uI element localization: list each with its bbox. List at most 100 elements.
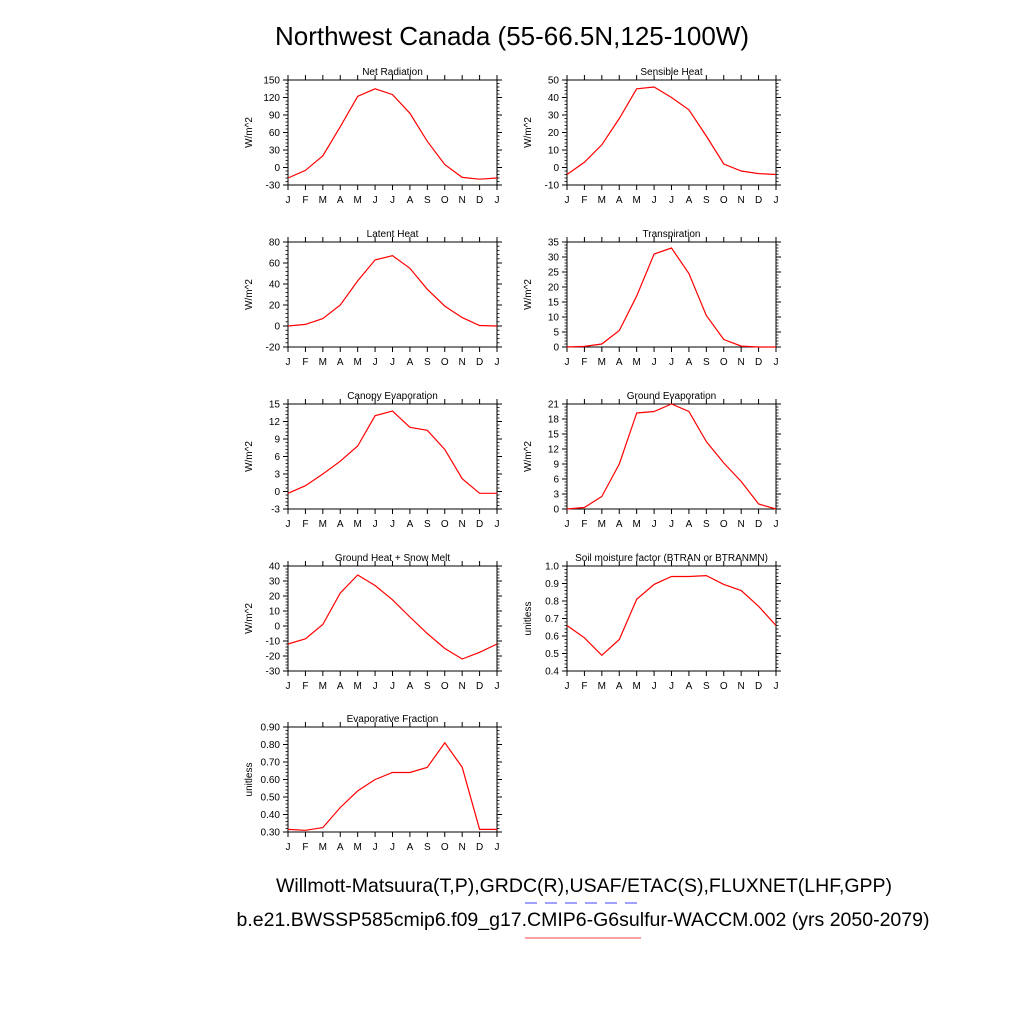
data-point — [409, 771, 411, 773]
data-point — [653, 253, 655, 255]
x-tick-label: S — [424, 357, 431, 368]
x-tick-label: J — [390, 195, 395, 206]
data-point — [461, 316, 463, 318]
x-tick-label: D — [755, 357, 762, 368]
y-tick-label: 30 — [548, 253, 560, 264]
data-point — [426, 429, 428, 431]
data-point — [287, 492, 289, 494]
data-point — [409, 112, 411, 114]
y-tick-label: 0.4 — [545, 667, 559, 678]
data-point — [356, 574, 358, 576]
data-point — [391, 771, 393, 773]
data-point — [670, 96, 672, 98]
x-tick-label: M — [598, 195, 606, 206]
x-tick-label: M — [319, 842, 327, 853]
x-tick-label: S — [703, 195, 710, 206]
x-tick-label: J — [373, 681, 378, 692]
data-point — [391, 93, 393, 95]
x-tick-label: M — [598, 519, 606, 530]
x-tick-label: S — [703, 357, 710, 368]
x-tick-label: M — [319, 195, 327, 206]
data-point — [322, 473, 324, 475]
x-tick-label: M — [319, 357, 327, 368]
x-tick-label: F — [302, 519, 308, 530]
data-point — [775, 508, 777, 510]
x-tick-label: F — [302, 681, 308, 692]
data-point — [670, 247, 672, 249]
data-point — [723, 338, 725, 340]
data-point — [322, 623, 324, 625]
y-tick-label: 0 — [274, 163, 280, 174]
x-tick-label: M — [632, 195, 640, 206]
x-tick-label: S — [424, 519, 431, 530]
data-point — [670, 403, 672, 405]
x-tick-label: F — [302, 842, 308, 853]
y-tick-label: 40 — [269, 562, 281, 573]
data-point — [583, 637, 585, 639]
x-tick-label: J — [669, 681, 674, 692]
x-tick-label: J — [652, 519, 657, 530]
data-point — [583, 506, 585, 508]
y-tick-label: 150 — [263, 76, 280, 87]
data-point — [391, 410, 393, 412]
x-tick-label: J — [652, 195, 657, 206]
data-point — [723, 163, 725, 165]
data-point — [740, 170, 742, 172]
y-tick-label: 20 — [548, 128, 560, 139]
y-tick-label: 0.70 — [261, 758, 281, 769]
data-point — [444, 742, 446, 744]
x-tick-label: J — [390, 842, 395, 853]
series-line — [566, 574, 777, 657]
y-tick-label: 0.6 — [545, 632, 559, 643]
y-axis-label: W/m^2 — [244, 279, 255, 310]
x-tick-label: O — [441, 357, 449, 368]
x-tick-label: D — [476, 357, 483, 368]
footer-observations: Willmott-Matsuura(T,P),GRDC(R),USAF/ETAC… — [276, 875, 892, 897]
y-axis-label: W/m^2 — [244, 603, 255, 634]
x-tick-label: O — [720, 195, 728, 206]
x-tick-label: M — [353, 519, 361, 530]
x-tick-label: J — [286, 519, 291, 530]
x-tick-label: A — [337, 357, 344, 368]
data-point — [478, 651, 480, 653]
y-tick-label: 9 — [274, 435, 280, 446]
data-point — [723, 462, 725, 464]
data-point — [653, 86, 655, 88]
x-tick-label: J — [373, 195, 378, 206]
y-tick-label: 30 — [269, 577, 281, 588]
x-tick-label: J — [286, 195, 291, 206]
y-tick-label: 6 — [274, 452, 280, 463]
y-tick-label: -30 — [266, 181, 281, 192]
x-tick-label: S — [703, 681, 710, 692]
data-point — [478, 828, 480, 830]
x-tick-label: J — [652, 357, 657, 368]
y-tick-label: 0.50 — [261, 793, 281, 804]
x-tick-label: N — [738, 357, 745, 368]
y-tick-label: -30 — [266, 667, 281, 678]
plot-frame — [566, 241, 777, 348]
x-tick-label: N — [459, 519, 466, 530]
y-tick-label: 10 — [548, 313, 560, 324]
x-tick-label: M — [632, 681, 640, 692]
y-tick-label: 0.5 — [545, 649, 559, 660]
x-tick-label: A — [686, 195, 693, 206]
data-point — [496, 492, 498, 494]
x-tick-label: M — [319, 681, 327, 692]
x-tick-label: N — [738, 681, 745, 692]
data-point — [635, 598, 637, 600]
data-point — [775, 173, 777, 175]
data-point — [374, 584, 376, 586]
data-point — [775, 624, 777, 626]
x-tick-label: S — [703, 519, 710, 530]
panel-title: Evaporative Fraction — [347, 714, 439, 725]
data-point — [374, 778, 376, 780]
panel-title: Soil moisture factor (BTRAN or BTRANMN) — [575, 553, 768, 564]
data-point — [374, 414, 376, 416]
y-tick-label: 25 — [548, 268, 560, 279]
data-point — [757, 503, 759, 505]
x-tick-label: F — [302, 195, 308, 206]
